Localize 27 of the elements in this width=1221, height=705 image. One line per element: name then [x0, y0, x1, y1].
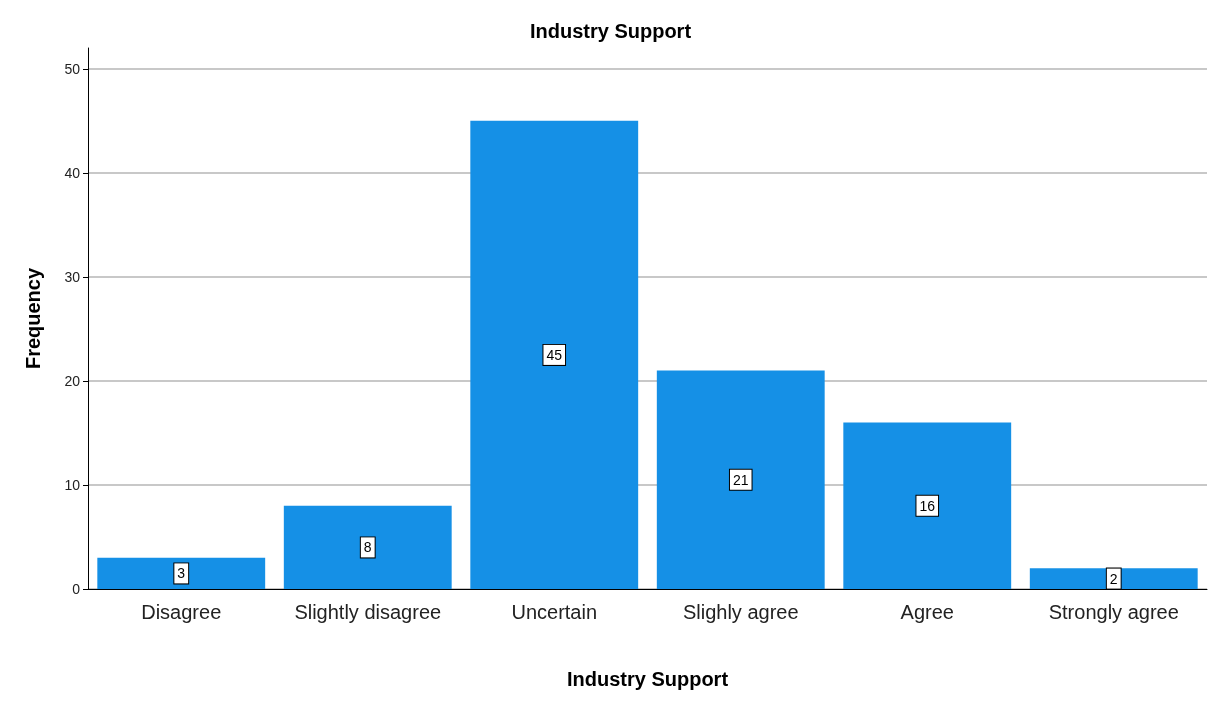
y-tick-label: 20 — [64, 372, 81, 389]
y-tick-label: 0 — [72, 581, 81, 597]
bar — [656, 370, 825, 589]
x-tick-label: Uncertain — [511, 601, 598, 623]
bar — [97, 557, 266, 589]
y-tick-label: 10 — [64, 476, 81, 493]
x-tick-label: Agree — [900, 601, 954, 623]
bar — [283, 505, 452, 589]
x-axis-title: Industry Support — [566, 668, 729, 690]
x-tick-label: Slightly disagree — [294, 601, 442, 623]
data-label: 3 — [177, 565, 186, 582]
data-label: 8 — [363, 539, 372, 556]
data-label: 45 — [546, 346, 563, 363]
x-tick-label: Strongly agree — [1048, 601, 1179, 623]
data-label: 2 — [1109, 570, 1118, 587]
bar — [1029, 568, 1198, 589]
data-label: 21 — [732, 471, 749, 488]
chart-title: Industry Support — [529, 20, 692, 42]
data-label: 16 — [919, 497, 936, 514]
y-axis-title: Frequency — [22, 267, 44, 370]
bar — [843, 422, 1012, 589]
x-tick-label: Disagree — [141, 601, 222, 623]
y-tick-label: 50 — [64, 60, 81, 77]
y-tick-label: 40 — [64, 164, 81, 181]
bar — [470, 120, 639, 589]
x-tick-label: Slighly agree — [682, 601, 799, 623]
y-tick-label: 30 — [64, 268, 81, 285]
